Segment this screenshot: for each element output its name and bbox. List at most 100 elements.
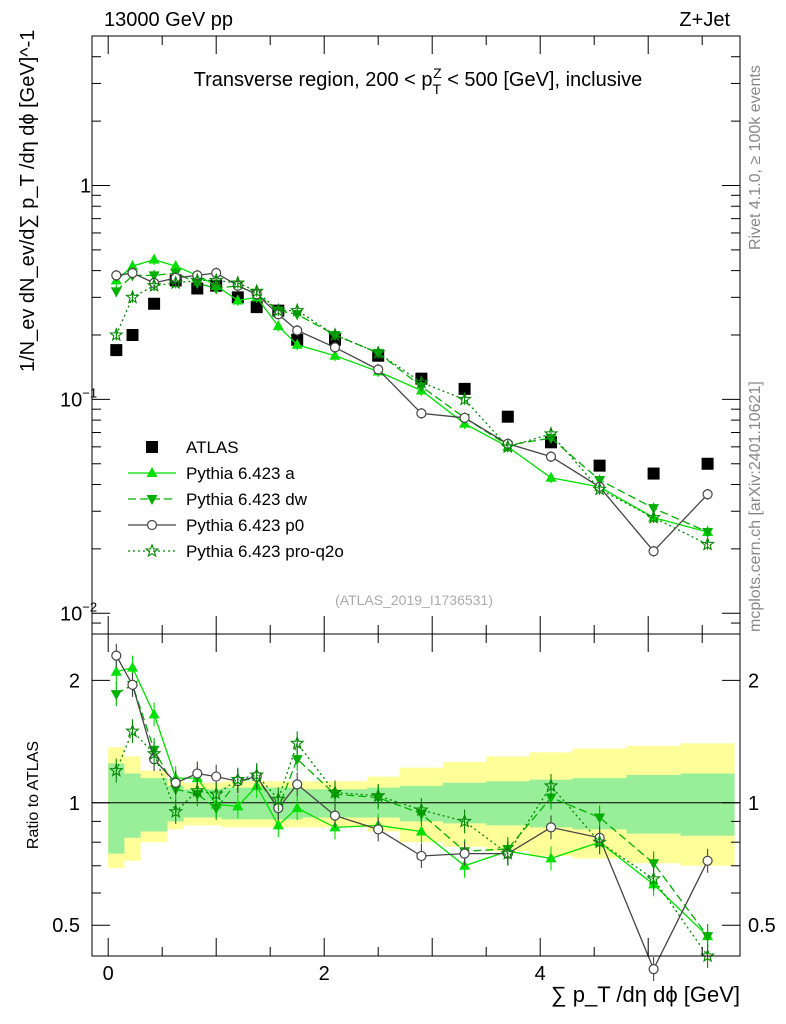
ratio-point-1 xyxy=(291,755,303,766)
ratio-point-3 xyxy=(189,782,205,798)
data-point-4 xyxy=(108,327,124,342)
data-point-4 xyxy=(208,272,224,287)
y-tick-label: 10−2 xyxy=(60,599,97,625)
ratio-point-1 xyxy=(648,859,660,870)
data-point-1 xyxy=(127,260,138,271)
ratio-point-2 xyxy=(192,768,203,779)
data-point-4 xyxy=(500,438,516,454)
data-point-1 xyxy=(232,294,244,305)
y-tick-label: 10−1 xyxy=(60,385,97,411)
data-point-2 xyxy=(148,271,160,282)
ratio-point-2 xyxy=(702,855,713,866)
legend-label: Pythia 6.423 a xyxy=(186,464,295,483)
ratio-point-2 xyxy=(545,822,557,833)
data-point-0 xyxy=(458,382,471,395)
ratio-point-3 xyxy=(108,762,124,777)
data-point-2 xyxy=(110,287,122,298)
ratio-point-3 xyxy=(700,948,715,963)
ratio-point-1 xyxy=(210,804,222,815)
data-point-4 xyxy=(189,272,205,287)
ratio-point-1 xyxy=(545,793,557,804)
ratio-point-0 xyxy=(232,800,244,811)
y-tick-label: 1 xyxy=(80,176,91,198)
ratio-y-tick-label-right: 0.5 xyxy=(748,915,776,937)
legend-label: Pythia 6.423 pro-q2o xyxy=(186,542,344,561)
ratio-y-tick-label-right: 1 xyxy=(748,793,759,815)
ratio-point-3 xyxy=(457,813,472,828)
data-point-4 xyxy=(700,536,715,551)
header-left: 13000 GeV pp xyxy=(104,9,233,31)
data-point-2 xyxy=(594,475,606,486)
data-point-0 xyxy=(593,459,606,472)
data-point-3 xyxy=(127,267,138,279)
ratio-point-0 xyxy=(148,708,160,719)
data-point-0 xyxy=(501,410,514,423)
ratio-point-1 xyxy=(702,932,714,943)
ratio-point-3 xyxy=(249,767,265,782)
y-axis-label-ratio: Ratio to ATLAS xyxy=(25,741,42,849)
legend-marker xyxy=(146,467,158,477)
ratio-point-0 xyxy=(545,852,557,863)
data-point-4 xyxy=(592,481,607,496)
data-point-4 xyxy=(414,374,429,389)
main-ticks: 10−2 10−1 1 xyxy=(60,35,740,635)
ratio-point-3 xyxy=(370,787,386,803)
ratio-point-3 xyxy=(414,802,429,817)
ratio-point-0 xyxy=(110,665,122,676)
data-point-2 xyxy=(648,504,660,515)
data-point-1 xyxy=(148,253,160,264)
legend-marker xyxy=(146,495,158,505)
data-point-4 xyxy=(230,275,246,290)
x-tick-label: 0 xyxy=(103,963,114,985)
ratio-ticks: 0.5 0.5 1 1 2 2 0 2 4 xyxy=(52,634,776,985)
legend-label: ATLAS xyxy=(186,438,239,457)
ratio-point-2 xyxy=(127,679,138,690)
ratio-point-2 xyxy=(170,777,181,788)
ratio-point-0 xyxy=(127,661,138,672)
data-point-4 xyxy=(457,391,472,406)
ratio-point-3 xyxy=(230,771,246,786)
data-point-3 xyxy=(648,546,659,557)
ratio-point-0 xyxy=(415,825,427,836)
ratio-frame xyxy=(91,633,741,957)
main-title: Transverse region, 200 < pTZ < 500 [GeV]… xyxy=(194,65,643,97)
data-point-4 xyxy=(270,302,286,317)
data-point-2 xyxy=(210,284,222,295)
data-point-3 xyxy=(459,412,470,423)
legend-marker xyxy=(146,519,158,531)
side-label-top: Rivet 4.1.0, ≥ 100k events xyxy=(747,65,764,250)
series-line-3 xyxy=(116,272,709,553)
ratio-point-2 xyxy=(459,848,470,859)
data-point-3 xyxy=(373,364,384,375)
ratio-point-3 xyxy=(500,845,516,860)
legend-marker xyxy=(146,441,158,453)
data-point-3 xyxy=(329,342,341,353)
ratio-point-2 xyxy=(211,771,222,782)
ratio-point-0 xyxy=(272,819,284,830)
data-point-0 xyxy=(110,344,123,357)
ratio-point-3 xyxy=(125,723,140,738)
ratio-point-3 xyxy=(146,745,162,761)
ratio-panel: 0.5 0.5 1 1 2 2 0 2 4 Ratio to ATLAS ∑ p_T /dη d… xyxy=(25,633,776,1007)
ratio-point-3 xyxy=(327,784,343,799)
ratio-point-3 xyxy=(646,871,661,886)
data-point-1 xyxy=(272,320,284,331)
data-point-0 xyxy=(126,329,139,341)
ratio-point-2 xyxy=(416,850,427,862)
main-panel: 10−2 10−1 1 Transverse region, 200 < pTZ <… xyxy=(17,30,741,635)
ratio-y-tick-label: 2 xyxy=(69,670,80,692)
ratio-point-3 xyxy=(543,778,559,793)
data-point-4 xyxy=(146,277,162,292)
ratio-point-3 xyxy=(592,834,607,849)
watermark: (ATLAS_2019_I1736531) xyxy=(335,592,493,608)
ratio-point-1 xyxy=(594,813,606,824)
ratio-point-2 xyxy=(111,650,122,661)
x-tick-label: 4 xyxy=(535,963,546,985)
data-point-4 xyxy=(543,426,559,441)
data-point-1 xyxy=(291,338,303,349)
data-point-3 xyxy=(416,408,427,419)
data-point-0 xyxy=(148,297,161,310)
data-point-0 xyxy=(250,301,263,314)
data-point-1 xyxy=(545,471,557,482)
ratio-point-2 xyxy=(329,810,341,821)
